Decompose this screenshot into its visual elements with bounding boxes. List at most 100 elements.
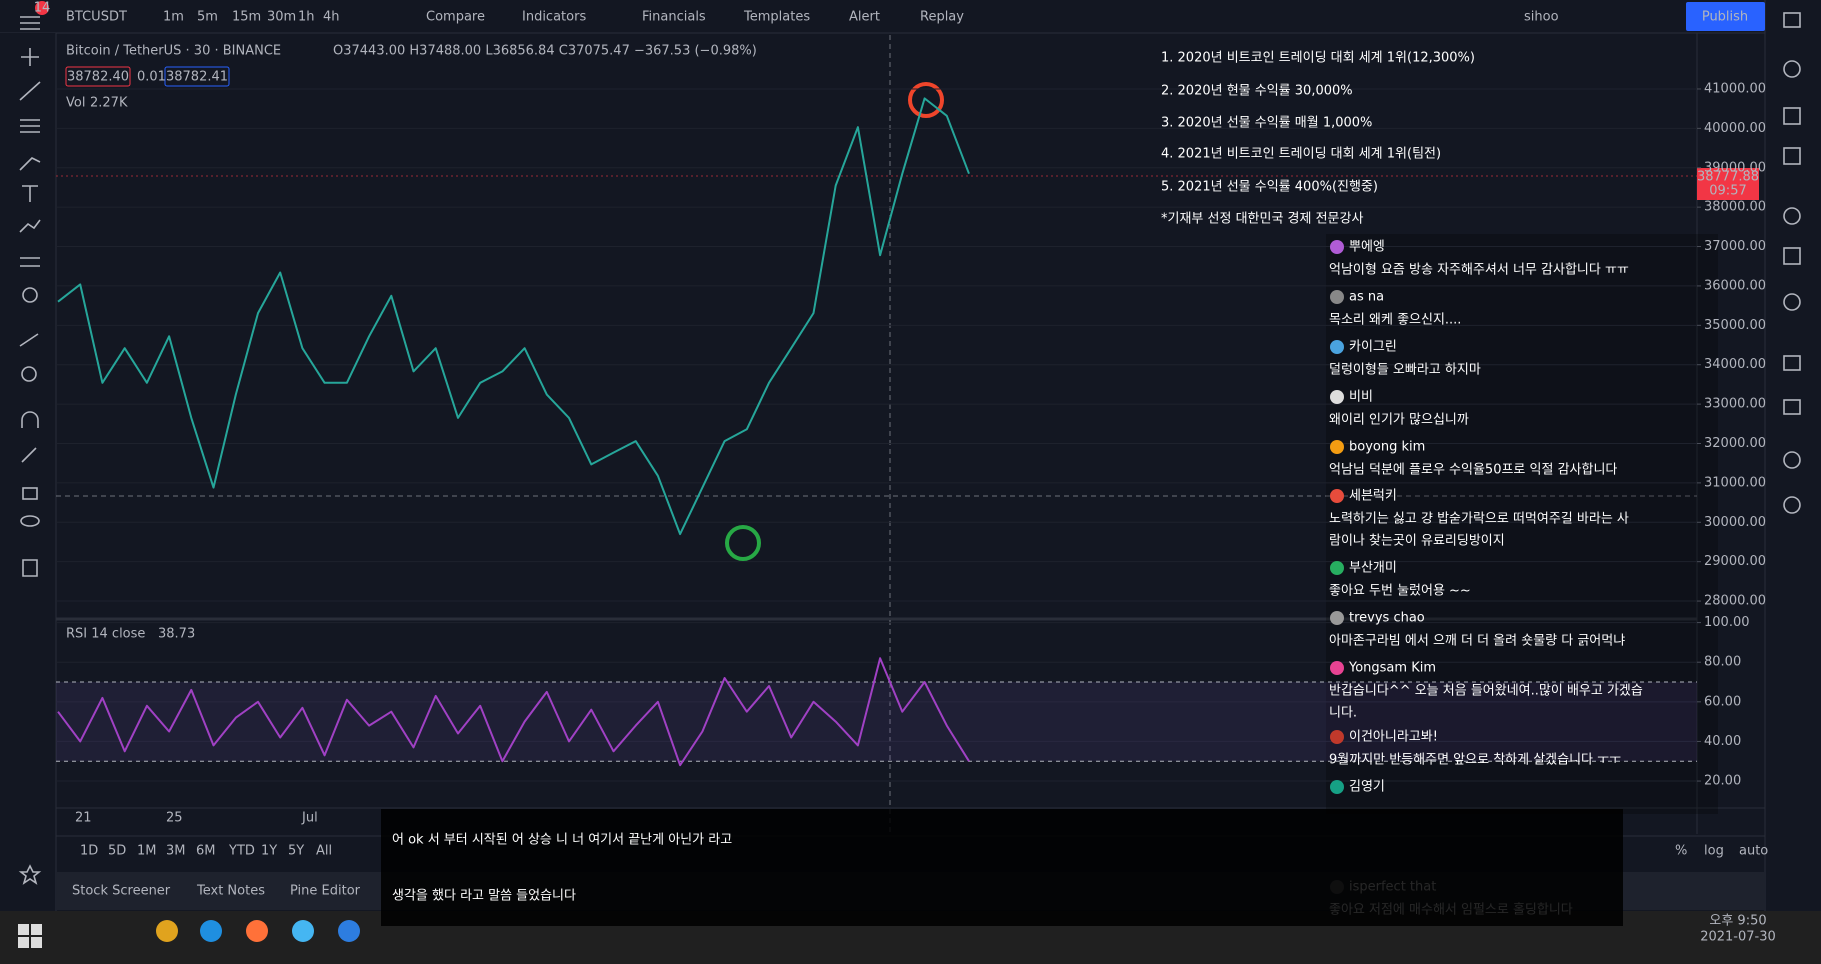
bottom-tab[interactable]: Pine Editor <box>290 884 361 899</box>
price-tick-label: 39000.00 <box>1704 160 1766 175</box>
brush-tool[interactable] <box>19 157 41 171</box>
start-icon[interactable] <box>18 924 29 935</box>
bottom-tab[interactable]: Text Notes <box>196 884 265 899</box>
chat-avatar <box>1330 780 1344 794</box>
data-window-icon[interactable] <box>1783 107 1801 125</box>
scale-mode[interactable]: log <box>1704 844 1724 859</box>
chat-message: 억남이형 요즘 방송 자주해주셔서 너무 감사합니다 ㅠㅠ <box>1329 263 1629 278</box>
spread: 0.01 <box>137 70 166 85</box>
chrome-icon[interactable] <box>156 920 178 942</box>
fib-tool[interactable] <box>20 119 40 133</box>
range-button[interactable]: 5D <box>108 844 126 859</box>
start-icon[interactable] <box>18 937 29 948</box>
toolbar-button[interactable]: Templates <box>743 10 810 25</box>
interval[interactable]: 15m <box>232 10 261 25</box>
pattern-tool[interactable] <box>19 219 41 233</box>
chat-message: 왜이리 인기가 많으십니까 <box>1329 413 1469 428</box>
range-button[interactable]: 5Y <box>288 844 304 859</box>
range-button[interactable]: YTD <box>228 844 255 859</box>
toolbar-button[interactable]: Financials <box>642 10 706 25</box>
screener-icon[interactable] <box>1783 247 1801 265</box>
range-button[interactable]: 3M <box>166 844 186 859</box>
time-tick-label: 21 <box>75 811 92 826</box>
streams-icon[interactable] <box>1783 355 1801 371</box>
range-button[interactable]: 1D <box>80 844 98 859</box>
eye-tool[interactable] <box>20 515 40 527</box>
start-icon[interactable] <box>31 937 42 948</box>
chat-user: trevys chao <box>1349 611 1425 626</box>
edge-icon[interactable] <box>200 920 222 942</box>
toolbar-button[interactable]: Replay <box>920 10 964 25</box>
chat-user: Yongsam Kim <box>1348 661 1436 676</box>
interval[interactable]: 30m <box>267 10 296 25</box>
price-tick-label: 29000.00 <box>1704 554 1766 569</box>
app-icon[interactable] <box>292 920 314 942</box>
text-tool[interactable] <box>22 185 38 202</box>
toolbar-button[interactable]: Alert <box>849 10 880 25</box>
price-tick-label: 40.00 <box>1704 734 1741 749</box>
chat-user: as na <box>1349 290 1384 305</box>
range-button[interactable]: 1M <box>137 844 157 859</box>
menu-icon[interactable] <box>20 16 40 30</box>
notifications-icon[interactable] <box>1783 496 1801 514</box>
left-toolbar <box>0 33 56 911</box>
chat-avatar <box>1330 489 1344 503</box>
chat-message: 억남님 덕분에 플로우 수익율50프로 익절 감사합니다 <box>1329 463 1617 478</box>
alerts-icon[interactable] <box>1783 60 1801 78</box>
top-annotation-circle <box>908 82 944 118</box>
interval[interactable]: 1h <box>298 10 315 25</box>
top-bar <box>0 0 1821 33</box>
toolbar-button[interactable]: Compare <box>426 10 485 25</box>
volume-label: Vol <box>66 96 85 111</box>
chat-avatar <box>1330 661 1344 675</box>
overlay-line: 4. 2021년 비트코인 트레이딩 대회 세계 1위(팀전) <box>1161 147 1441 162</box>
chat-avatar <box>1330 730 1344 744</box>
news-icon[interactable] <box>1783 147 1801 165</box>
range-button[interactable]: All <box>316 844 332 859</box>
ideas-icon[interactable] <box>1783 293 1801 311</box>
chat-user: 부산개미 <box>1349 561 1397 576</box>
price-tick-label: 60.00 <box>1704 694 1741 709</box>
chat-user: 김영기 <box>1349 780 1385 795</box>
ruler-tool[interactable] <box>19 333 39 347</box>
overlay-line: 2. 2020년 현물 수익률 30,000% <box>1161 84 1353 99</box>
firefox-icon[interactable] <box>246 920 268 942</box>
menu-badge-dot <box>35 1 49 15</box>
shape-tool[interactable] <box>22 287 38 303</box>
interval[interactable]: 4h <box>323 10 340 25</box>
subtitle-line: 어 ok 서 부터 시작된 어 상승 니 너 여기서 끝난게 아닌가 라고 <box>392 833 732 848</box>
chat-icon[interactable] <box>1783 399 1801 415</box>
user-name[interactable]: sihoo <box>1524 10 1559 25</box>
broadcast-icon[interactable] <box>1783 451 1801 469</box>
magnet-tool[interactable] <box>21 411 39 428</box>
interval[interactable]: 5m <box>197 10 218 25</box>
price-tick-label: 36000.00 <box>1704 278 1766 293</box>
forecast-tool[interactable] <box>20 257 40 267</box>
ask-box <box>164 66 230 87</box>
bid-box <box>65 66 131 87</box>
crosshair-tool[interactable] <box>21 48 39 66</box>
calendar-icon[interactable] <box>1783 207 1801 225</box>
line-tool[interactable] <box>19 81 41 101</box>
lock-draw-tool[interactable] <box>21 447 37 463</box>
bottom-tab[interactable]: Stock Screener <box>72 884 171 899</box>
interval[interactable]: 1m <box>163 10 184 25</box>
range-button[interactable]: 6M <box>196 844 216 859</box>
range-button[interactable]: 1Y <box>261 844 277 859</box>
lock-tool[interactable] <box>22 487 38 500</box>
price-line <box>57 657 970 767</box>
trash-tool[interactable] <box>22 559 38 577</box>
watchlist-icon[interactable] <box>1783 12 1801 28</box>
ie-icon[interactable] <box>338 920 360 942</box>
start-icon[interactable] <box>31 924 42 935</box>
ohlc: O37443.00 H37488.00 L36856.84 C37075.47 … <box>333 44 757 59</box>
toolbar-button[interactable]: Indicators <box>522 10 586 25</box>
scale-mode[interactable]: % <box>1675 844 1687 859</box>
publish-button[interactable] <box>1686 2 1765 31</box>
price-tick-label: 31000.00 <box>1704 475 1766 490</box>
favorite-tool[interactable] <box>18 864 42 885</box>
chat-overlay <box>1326 234 1718 814</box>
zoom-tool[interactable] <box>21 366 37 382</box>
scale-mode[interactable]: auto <box>1739 844 1768 859</box>
publish-label: Publish <box>1702 10 1748 25</box>
